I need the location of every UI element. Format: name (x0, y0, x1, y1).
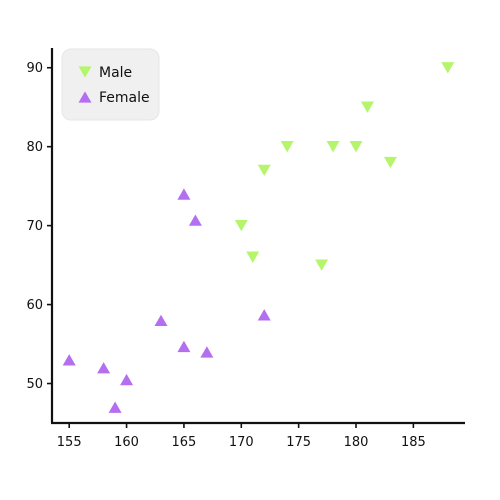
data-point-female (177, 188, 191, 200)
y-tick-label: 90 (26, 61, 43, 76)
x-tick-label: 160 (114, 435, 139, 450)
data-point-male (326, 141, 340, 153)
series-male (234, 62, 455, 271)
x-tick-label: 155 (57, 435, 82, 450)
axes (50, 48, 465, 425)
y-tick-label: 70 (26, 219, 43, 234)
data-point-male (246, 251, 260, 263)
data-point-female (62, 354, 76, 366)
data-point-male (257, 164, 271, 177)
data-point-male (349, 141, 363, 153)
y-tick-label: 50 (26, 377, 43, 392)
legend: Male Female (61, 48, 160, 121)
data-point-female (188, 214, 202, 226)
legend-marker-female (78, 91, 92, 103)
legend-box (61, 48, 160, 121)
legend-marker-male (78, 66, 92, 78)
y-tick-label: 80 (26, 140, 43, 155)
data-point-female (97, 362, 111, 374)
data-point-male (234, 219, 248, 232)
y-tick-label: 60 (26, 298, 43, 313)
plot-marks (62, 62, 455, 413)
legend-label-male: Male (99, 65, 132, 81)
x-tick-label: 180 (344, 435, 369, 450)
x-tick-label: 185 (401, 435, 426, 450)
axis-ticks: 155 160 165 170 175 180 185 50 60 70 80 90 (26, 61, 425, 450)
x-tick-label: 170 (229, 435, 254, 450)
data-point-female (120, 373, 134, 386)
data-point-female (200, 346, 214, 358)
data-point-female (154, 314, 168, 327)
data-point-male (315, 259, 329, 271)
x-tick-label: 165 (172, 435, 197, 450)
data-point-male (360, 101, 374, 113)
data-point-male (280, 141, 294, 153)
data-point-female (177, 340, 191, 353)
data-point-male (383, 156, 397, 169)
x-tick-label: 175 (286, 435, 311, 450)
data-point-female (108, 401, 122, 413)
legend-label-female: Female (99, 90, 150, 106)
series-female (62, 188, 271, 413)
data-point-female (257, 309, 271, 321)
data-point-male (441, 62, 455, 74)
